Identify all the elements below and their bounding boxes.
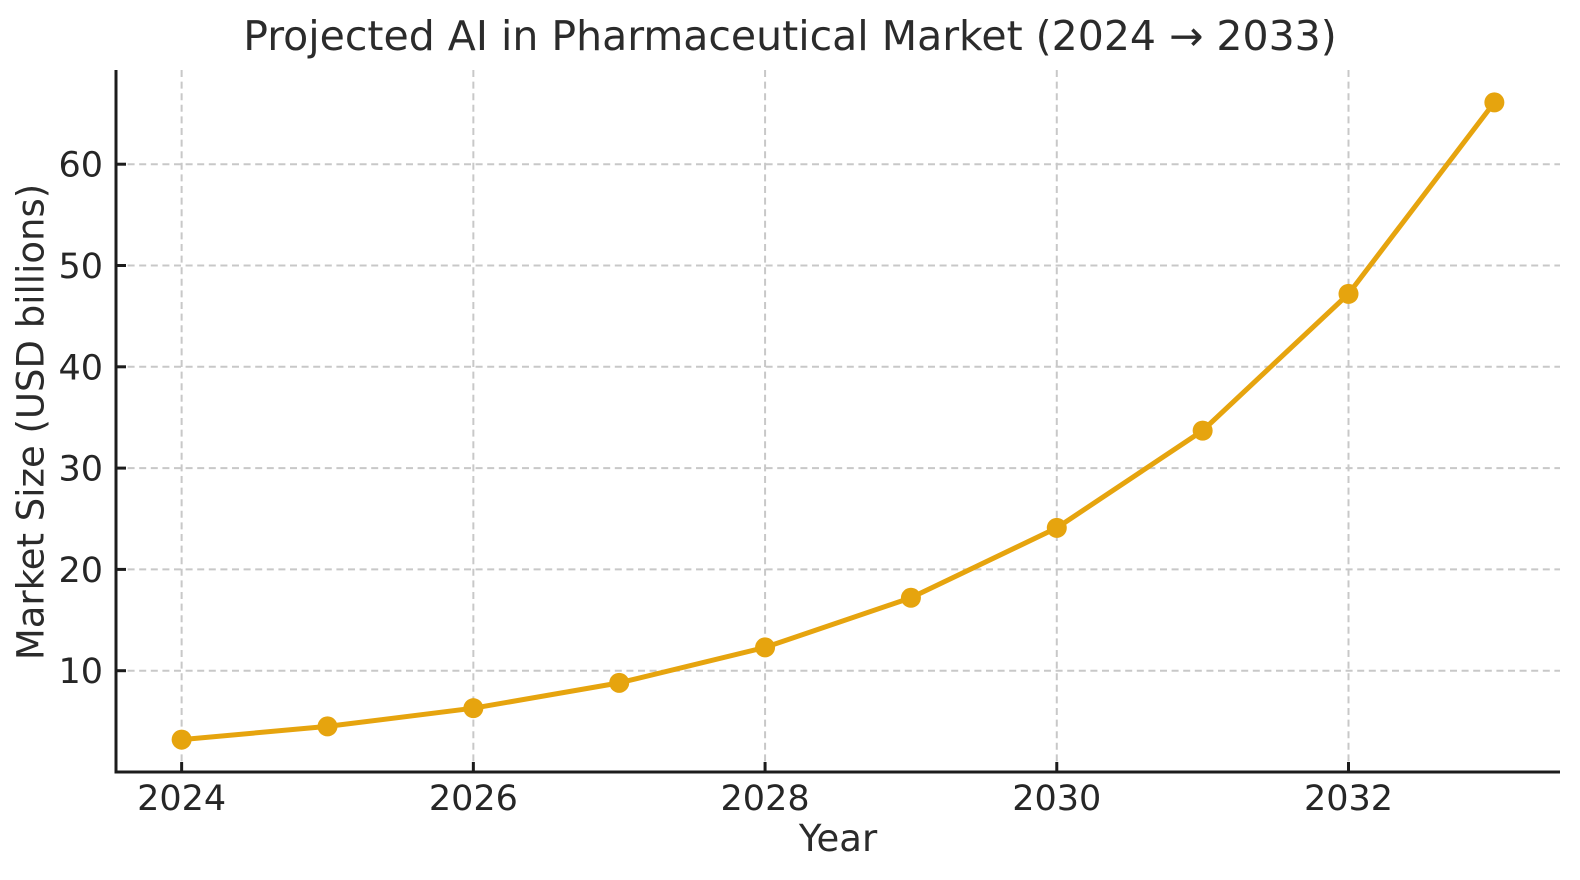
data-point-2027 [609,672,630,693]
x-tick-label: 2030 [1012,779,1101,819]
data-point-2024 [171,729,192,750]
y-tick-label: 50 [58,247,103,287]
data-point-2028 [755,637,776,658]
x-tick-label: 2026 [429,779,518,819]
gridlines [116,70,1560,772]
y-tick-label: 60 [58,146,103,186]
data-point-2025 [317,716,338,737]
y-tick-label: 40 [58,348,103,388]
axes-spines [114,70,1560,774]
x-tick-labels: 2024 2026 2028 2030 2032 [137,779,1393,819]
data-line [179,99,1497,743]
y-tick-label: 20 [58,551,103,591]
y-tick-label: 30 [58,450,103,490]
data-point-2033 [1484,92,1505,113]
y-tick-label: 10 [58,652,103,692]
data-point-2031 [1192,420,1213,441]
x-tick-label: 2024 [137,779,226,819]
data-point-2032 [1338,283,1359,304]
chart-title: Projected AI in Pharmaceutical Market (2… [243,12,1337,60]
data-point-2026 [463,698,484,719]
data-series [171,92,1505,750]
x-tick-label: 2028 [721,779,810,819]
x-tick-label: 2032 [1304,779,1393,819]
data-point-2029 [900,587,921,608]
data-point-2030 [1046,517,1067,538]
y-tick-labels: 10 20 30 40 50 60 [58,146,103,692]
x-axis-label: Year [798,817,878,860]
tick-marks [116,162,1351,772]
